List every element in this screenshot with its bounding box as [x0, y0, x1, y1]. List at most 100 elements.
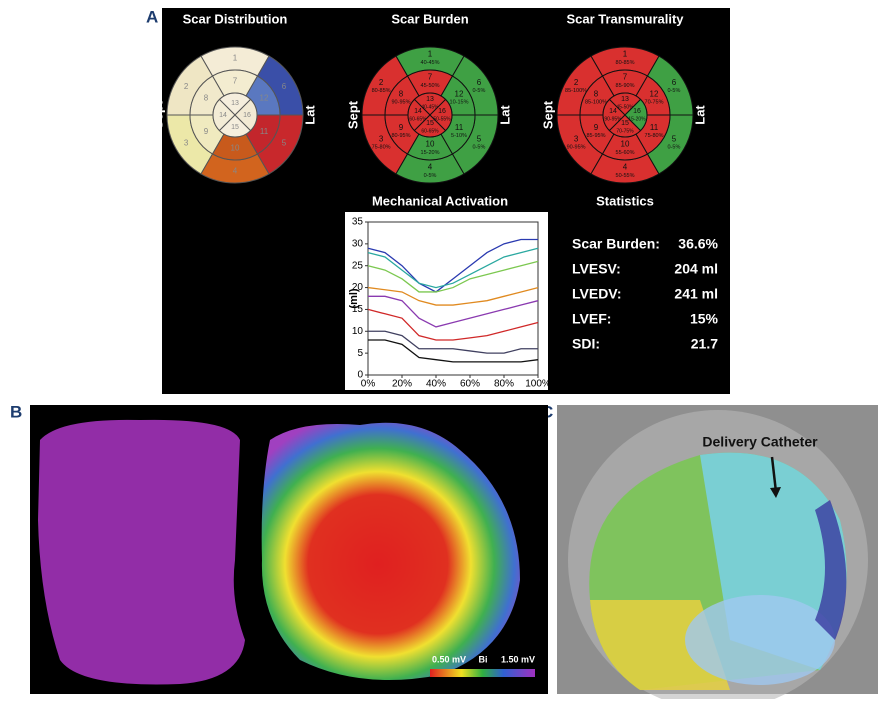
segment-number: 4	[428, 163, 433, 172]
y-tick-label: 30	[352, 238, 364, 249]
segment-label: 0-5%	[424, 173, 437, 179]
segment-label: 90-95%	[567, 145, 586, 151]
segment-label: 10-15%	[450, 100, 469, 106]
segment-number: 9	[399, 123, 404, 132]
segment-number: 2	[184, 82, 189, 91]
segment-label: 50-55%	[433, 116, 451, 122]
segment-number: 15	[231, 124, 239, 131]
annotation: Delivery Catheter	[702, 434, 818, 450]
segment-number: 14	[414, 108, 422, 115]
segment-number: 13	[231, 100, 239, 107]
colorbar-label: Bi	[479, 654, 488, 664]
lateral-label: Lat	[302, 105, 317, 125]
y-tick-label: 20	[352, 282, 364, 293]
segment-number: 12	[260, 93, 269, 102]
segment-label: 80-85%	[616, 60, 635, 66]
segment-number: 12	[455, 89, 464, 98]
statistic-value: 15%	[690, 311, 719, 327]
y-tick-label: 35	[352, 217, 364, 228]
colorbar-label: 1.50 mV	[501, 654, 535, 664]
segment-number: 1	[623, 50, 628, 59]
statistic-value: 241 ml	[674, 286, 718, 302]
septal-label: Sept	[345, 100, 360, 129]
segment-number: 9	[594, 123, 599, 132]
segment-label: 55-60%	[616, 150, 635, 156]
colorbar-label: 0.50 mV	[432, 654, 466, 664]
segment-number: 14	[609, 108, 617, 115]
segment-number: 16	[438, 108, 446, 115]
segment-number: 8	[594, 89, 599, 98]
segment-number: 6	[282, 82, 287, 91]
x-tick-label: 0%	[361, 379, 376, 390]
segment-label: 90-95%	[392, 100, 411, 106]
segment-label: 85-100%	[585, 100, 607, 106]
segment-number: 10	[231, 144, 240, 153]
segment-number: 12	[650, 89, 659, 98]
segment-number: 7	[623, 73, 628, 82]
segment-label: 85-90%	[616, 83, 635, 89]
segment-number: 16	[633, 108, 641, 115]
segment-number: 6	[672, 78, 677, 87]
segment-number: 1	[428, 50, 433, 59]
segment-overlay	[685, 595, 835, 685]
statistic-label: LVEF:	[572, 311, 611, 327]
segment-label: 15-20%	[421, 150, 440, 156]
statistic-label: Scar Burden:	[572, 236, 660, 252]
segment-label: 85-95%	[587, 133, 606, 139]
segment-number: 3	[184, 138, 189, 147]
segment-label: 5-10%	[451, 133, 467, 139]
statistics-title: Statistics	[596, 193, 654, 208]
segment-number: 8	[204, 93, 209, 102]
lateral-label: Lat	[692, 105, 707, 125]
colorbar	[430, 669, 535, 677]
segment-number: 4	[233, 167, 238, 176]
bullseye-title: Scar Burden	[391, 11, 468, 26]
segment-label: 80-85%	[372, 88, 391, 94]
septal-label: Sept	[150, 100, 165, 129]
segment-label: 0-5%	[668, 145, 681, 151]
statistic-label: LVESV:	[572, 261, 621, 277]
septal-label: Sept	[540, 100, 555, 129]
segment-label: 0-5%	[473, 145, 486, 151]
segment-number: 2	[574, 78, 579, 87]
segment-number: 1	[233, 54, 238, 63]
segment-number: 3	[379, 134, 384, 143]
segment-label: 15-20%	[628, 116, 646, 122]
segment-number: 5	[282, 138, 287, 147]
segment-label: 75-80%	[372, 145, 391, 151]
segment-label: 70-75%	[616, 128, 634, 134]
segment-label: 75-80%	[645, 133, 664, 139]
segment-label: 85-100%	[565, 88, 587, 94]
segment-number: 16	[243, 112, 251, 119]
x-tick-label: 20%	[392, 379, 412, 390]
segment-label: 0-5%	[473, 88, 486, 94]
segment-label: 40-45%	[421, 60, 440, 66]
segment-label: 0-5%	[668, 88, 681, 94]
segment-number: 6	[477, 78, 482, 87]
segment-number: 7	[233, 77, 238, 86]
segment-number: 11	[650, 123, 659, 132]
statistic-value: 36.6%	[678, 236, 718, 252]
segment-label: 45-50%	[421, 83, 440, 89]
segment-number: 14	[219, 112, 227, 119]
chart-title: Mechanical Activation	[372, 193, 508, 208]
segment-number: 11	[455, 123, 464, 132]
segment-number: 4	[623, 163, 628, 172]
segment-label: 50-55%	[616, 173, 635, 179]
x-tick-label: 100%	[525, 379, 551, 390]
segment-label: 60-65%	[421, 128, 439, 134]
y-tick-label: 5	[357, 348, 363, 359]
segment-number: 7	[428, 73, 433, 82]
y-tick-label: 25	[352, 260, 364, 271]
segment-label: 70-75%	[645, 100, 664, 106]
x-tick-label: 60%	[460, 379, 480, 390]
x-tick-label: 80%	[494, 379, 514, 390]
panel-label: B	[10, 402, 22, 421]
figure: A B C 0.50 mV Bi 1.50 mV Delivery Cathet…	[0, 0, 882, 699]
segment-number: 5	[477, 134, 482, 143]
chart-background	[345, 212, 548, 390]
scar-map	[38, 420, 245, 685]
panel-label: A	[146, 7, 158, 26]
segment-number: 13	[621, 96, 629, 103]
statistic-label: LVEDV:	[572, 286, 622, 302]
